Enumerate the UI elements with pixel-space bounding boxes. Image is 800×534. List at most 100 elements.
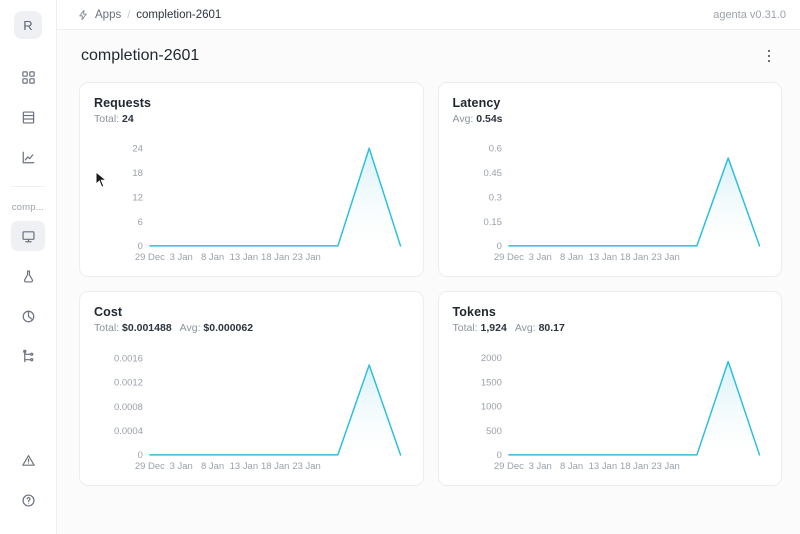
card-title: Latency: [452, 96, 501, 110]
svg-text:6: 6: [138, 217, 143, 228]
chart-line-icon: [21, 150, 36, 165]
sidebar-item-evaluation[interactable]: [11, 301, 45, 331]
sidebar-item-deployment[interactable]: [11, 341, 45, 371]
card-subtitle: Total: 1,924 Avg: 80.17: [453, 322, 768, 334]
kebab-menu-icon[interactable]: [758, 45, 780, 67]
stat-label: Avg:: [514, 322, 536, 334]
svg-text:0: 0: [138, 450, 143, 461]
chart-requests[interactable]: 0 6 12 18 24 29 Dec 3 Jan 8 Jan 13 Jan 18 Jan 23 J…: [94, 131, 409, 268]
database-icon: [21, 110, 36, 125]
svg-text:2000: 2000: [480, 353, 501, 364]
warning-triangle-icon: [21, 453, 36, 468]
svg-text:29 Dec: 29 Dec: [493, 252, 523, 263]
flask-icon: [21, 269, 36, 284]
chart-tokens[interactable]: 0 500 1000 1500 2000 29 Dec 3 Jan 8 Jan 13 Jan 18…: [453, 340, 768, 477]
stat-value: 80.17: [538, 322, 565, 334]
breadcrumb-current[interactable]: completion-2601: [136, 8, 222, 21]
svg-text:0.3: 0.3: [488, 192, 501, 203]
svg-text:0: 0: [138, 241, 143, 252]
metric-card-tokens: Tokens Total: 1,924 Avg: 80.17 0 500 1000 1…: [437, 291, 782, 486]
svg-text:23 Jan: 23 Jan: [651, 461, 679, 472]
sidebar-item-overview[interactable]: [11, 221, 45, 251]
svg-text:0.0008: 0.0008: [114, 402, 143, 413]
svg-text:3 Jan: 3 Jan: [170, 461, 193, 472]
version-label: agenta v0.31.0: [713, 8, 786, 21]
page-header: completion-2601: [79, 30, 782, 82]
breadcrumb-separator: /: [127, 8, 131, 21]
pie-chart-icon: [21, 309, 36, 324]
metric-card-requests: Requests Total: 24 0 6 12 18 24 29 Dec 3 Jan 8 …: [79, 82, 424, 277]
svg-text:13 Jan: 13 Jan: [230, 252, 258, 263]
svg-text:23 Jan: 23 Jan: [292, 461, 320, 472]
main-column: Apps / completion-2601 agenta v0.31.0 co…: [57, 0, 800, 534]
card-subtitle: Total: 24: [94, 113, 409, 125]
breadcrumb-root[interactable]: Apps: [95, 8, 122, 21]
page-title: completion-2601: [81, 47, 200, 64]
page-body: completion-2601 Requests Total: 24 0 6 12 1…: [57, 30, 800, 534]
stat-value: 24: [122, 113, 134, 125]
avatar[interactable]: R: [14, 11, 42, 39]
card-title: Requests: [94, 96, 152, 110]
svg-text:18 Jan: 18 Jan: [619, 252, 647, 263]
svg-text:3 Jan: 3 Jan: [528, 252, 551, 263]
sidebar-item-help[interactable]: [11, 485, 45, 515]
question-circle-icon: [21, 493, 36, 508]
svg-text:0.0012: 0.0012: [114, 378, 143, 389]
sidebar-item-evaluations[interactable]: [11, 142, 45, 172]
svg-text:1500: 1500: [480, 377, 501, 388]
stat-value: 0.54s: [476, 113, 503, 125]
svg-text:12: 12: [132, 192, 143, 203]
stat-value: 1,924: [480, 322, 507, 334]
card-title: Cost: [94, 305, 123, 319]
svg-text:8 Jan: 8 Jan: [201, 252, 224, 263]
lightning-icon: [77, 9, 89, 21]
sidebar-bottom: [11, 440, 45, 534]
stat-value: $0.000062: [203, 322, 254, 334]
sidebar-item-playground[interactable]: [11, 261, 45, 291]
breadcrumb: Apps / completion-2601: [77, 9, 221, 21]
svg-text:8 Jan: 8 Jan: [201, 461, 224, 472]
sidebar-group-label: comp...: [11, 202, 45, 213]
stat-label: Total:: [94, 322, 120, 334]
svg-text:18 Jan: 18 Jan: [619, 461, 647, 472]
top-bar: Apps / completion-2601 agenta v0.31.0: [57, 0, 800, 30]
deployment-icon: [21, 349, 36, 364]
sidebar-divider: [11, 186, 45, 187]
svg-text:0.0016: 0.0016: [114, 353, 143, 364]
svg-text:23 Jan: 23 Jan: [651, 252, 679, 263]
card-subtitle: Avg: 0.54s: [453, 113, 768, 125]
metric-card-latency: Latency Avg: 0.54s 0 0.15 0.3 0.45 0.6 29 Dec…: [437, 82, 782, 277]
svg-text:13 Jan: 13 Jan: [230, 461, 258, 472]
sidebar-item-warning[interactable]: [11, 445, 45, 475]
card-subtitle: Total: $0.001488 Avg: $0.000062: [94, 322, 409, 334]
svg-text:500: 500: [486, 426, 502, 437]
sidebar-item-testsets[interactable]: [11, 102, 45, 132]
svg-text:0.0004: 0.0004: [114, 426, 143, 437]
stat-value: $0.001488: [122, 322, 172, 334]
stat-label: Avg:: [179, 322, 201, 334]
svg-text:0.15: 0.15: [483, 217, 501, 228]
svg-text:29 Dec: 29 Dec: [135, 461, 165, 472]
stat-label: Total:: [452, 322, 478, 334]
card-title: Tokens: [452, 305, 496, 319]
stat-label: Avg:: [452, 113, 474, 125]
sidebar-item-apps[interactable]: [11, 62, 45, 92]
svg-text:1000: 1000: [480, 402, 501, 413]
stat-label: Total:: [94, 113, 120, 125]
svg-text:18 Jan: 18 Jan: [261, 252, 289, 263]
grid-icon: [21, 70, 36, 85]
svg-text:8 Jan: 8 Jan: [559, 461, 582, 472]
svg-text:18 Jan: 18 Jan: [261, 461, 289, 472]
metrics-grid: Requests Total: 24 0 6 12 18 24 29 Dec 3 Jan 8 …: [79, 82, 782, 486]
svg-text:8 Jan: 8 Jan: [559, 252, 582, 263]
svg-text:23 Jan: 23 Jan: [292, 252, 320, 263]
svg-text:3 Jan: 3 Jan: [528, 461, 551, 472]
chart-latency[interactable]: 0 0.15 0.3 0.45 0.6 29 Dec 3 Jan 8 Jan 13 Jan 18 …: [453, 131, 768, 268]
metric-card-cost: Cost Total: $0.001488 Avg: $0.000062 0 0.…: [79, 291, 424, 486]
svg-text:3 Jan: 3 Jan: [170, 252, 193, 263]
svg-text:13 Jan: 13 Jan: [588, 461, 616, 472]
svg-text:29 Dec: 29 Dec: [135, 252, 165, 263]
svg-text:29 Dec: 29 Dec: [493, 461, 523, 472]
chart-cost[interactable]: 0 0.0004 0.0008 0.0012 0.0016 29 Dec 3 Jan 8 Ja…: [94, 340, 409, 477]
